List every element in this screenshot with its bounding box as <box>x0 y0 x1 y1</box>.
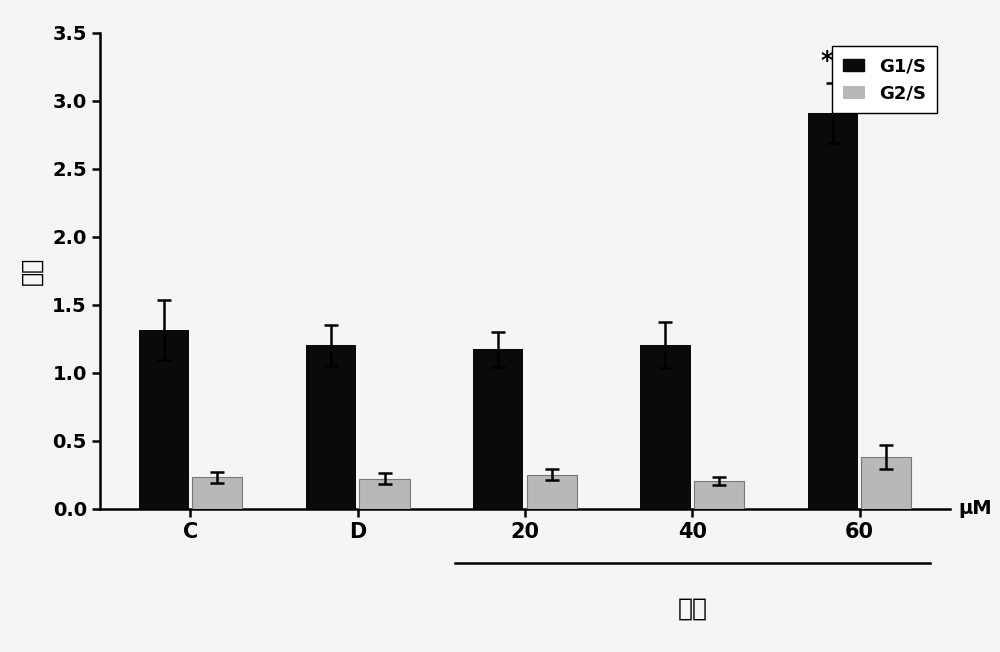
Bar <box>192 477 242 509</box>
Text: **: ** <box>820 50 845 74</box>
Text: μM: μM <box>958 499 992 518</box>
Y-axis label: 比率: 比率 <box>20 256 44 285</box>
Bar <box>306 346 356 509</box>
Bar <box>808 113 858 509</box>
Bar <box>139 331 189 509</box>
Bar <box>473 349 523 509</box>
Bar <box>359 479 410 509</box>
Legend: G1/S, G2/S: G1/S, G2/S <box>832 46 937 113</box>
Bar <box>861 457 911 509</box>
Text: 硫丹: 硫丹 <box>677 597 707 621</box>
Bar <box>640 346 691 509</box>
Bar <box>527 475 577 509</box>
Bar <box>694 481 744 509</box>
